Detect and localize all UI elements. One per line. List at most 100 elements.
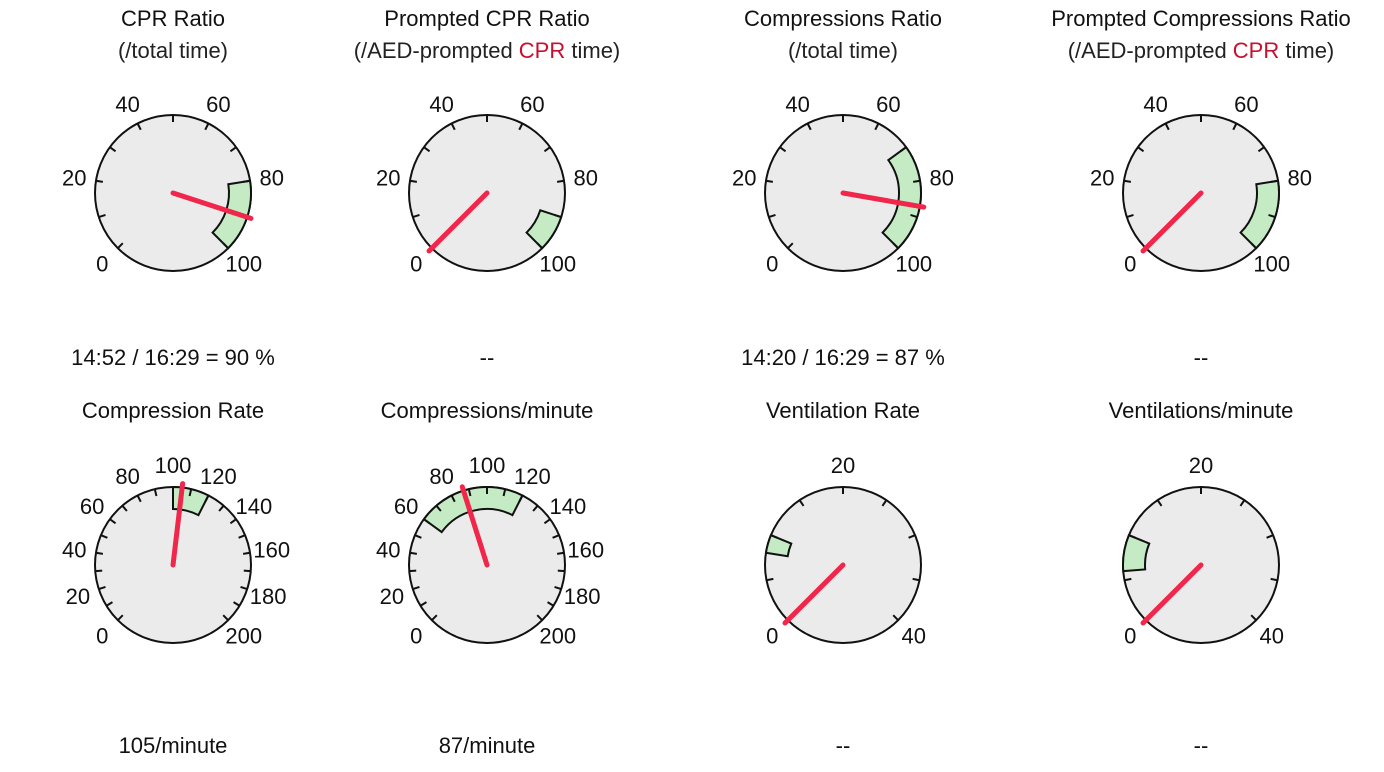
gauge-subtitle: (/total time)	[670, 36, 1016, 66]
tick-label: 100	[539, 252, 576, 277]
dial-tick	[912, 179, 921, 183]
tick-label: 40	[1259, 624, 1283, 649]
tick-label: 200	[225, 624, 262, 649]
gauge-subtitle: (/AED-prompted CPR time)	[1028, 36, 1374, 66]
tick-label: 100	[155, 453, 192, 478]
tick-label: 0	[1124, 624, 1136, 649]
gauge-panel-prompted-compressions-ratio: Prompted Compressions Ratio (/AED-prompt…	[1028, 0, 1374, 380]
dial-tick	[1268, 213, 1276, 219]
dial-tick	[536, 614, 543, 621]
gauge-title: Prompted Compressions Ratio	[1051, 6, 1351, 31]
dial-tick	[435, 505, 442, 512]
target-range-band	[764, 533, 793, 558]
gauge-dial: 0 20 40 60 80 100	[1090, 92, 1312, 277]
gauge-dial: 0 20 40 60 80 100	[62, 92, 284, 277]
tick-label: 100	[1253, 252, 1290, 277]
tick-label: 20	[732, 165, 756, 190]
dial-tick	[409, 179, 418, 183]
tick-label: 160	[567, 537, 604, 562]
gauge-title: Ventilation Rate	[765, 398, 921, 423]
dial-tick	[117, 242, 124, 249]
tick-label: 100	[469, 453, 506, 478]
tick-label: 100	[225, 252, 262, 277]
dial-tick	[557, 569, 565, 573]
dial-tick	[233, 601, 241, 607]
gauge-dial: 020 40 60 80 100 120 140 160 180 200	[62, 453, 290, 649]
tick-label: 80	[930, 165, 954, 190]
dial-tick	[554, 585, 562, 591]
dial-tick	[765, 179, 774, 183]
tick-label: 40	[429, 92, 453, 117]
dial-tick	[450, 123, 456, 131]
gauge-title: Compression Rate	[81, 398, 265, 423]
gauge-value-text: 87/minute	[438, 733, 536, 758]
dial-tick	[1257, 146, 1265, 153]
subtitle-part-accent: CPR	[518, 38, 566, 63]
tick-label: 40	[1143, 92, 1167, 117]
tick-label: 120	[200, 464, 237, 489]
dial-tick	[518, 123, 524, 131]
dial-tick	[136, 123, 142, 131]
tick-label: 0	[410, 252, 422, 277]
gauge-panel-ventilation-rate: Ventilation Rate 0 20 40 --	[670, 392, 1016, 772]
dial-tick	[532, 505, 539, 512]
gauge-dial: 0 20 40	[764, 453, 926, 649]
dial-tick	[409, 569, 417, 573]
dial-tick	[240, 585, 248, 591]
gauge-title: Ventilations/minute	[1108, 398, 1294, 423]
target-range-band	[525, 209, 563, 250]
dial-tick	[409, 551, 418, 555]
dial-tick	[414, 534, 422, 539]
dial-tick	[204, 495, 210, 503]
dial-tick	[121, 505, 128, 512]
gauge-subtitle: (/total time)	[0, 36, 346, 66]
dial-tick	[1250, 242, 1257, 249]
dial-tick	[502, 488, 507, 497]
tick-label: 80	[429, 464, 453, 489]
dial-tick	[218, 505, 225, 512]
gauge-value-text: --	[835, 733, 851, 758]
subtitle-part: (/AED-prompted	[1067, 38, 1233, 63]
dial-tick	[136, 495, 142, 503]
dial-tick	[1270, 577, 1278, 582]
subtitle-part: (/AED-prompted	[353, 38, 519, 63]
dial-tick	[419, 601, 427, 607]
dial-tick	[899, 146, 907, 153]
dial-tick	[100, 534, 108, 539]
dial-tick	[518, 495, 524, 503]
tick-label: 40	[376, 537, 400, 562]
gauge-value-text: --	[1193, 345, 1209, 370]
tick-label: 80	[574, 165, 598, 190]
gauge-dial: 0 20 40 60 80 100	[732, 92, 954, 277]
tick-label: 140	[236, 494, 273, 519]
dial-tick	[1266, 534, 1274, 539]
gauge-panel-compressions-per-minute: Compressions/minute 0 20 40 60 80 100 120 140 16…	[314, 392, 660, 772]
dial-tick	[229, 146, 237, 153]
dial-tick	[787, 242, 794, 249]
dial-tick	[892, 614, 899, 621]
dial-tick	[117, 614, 124, 621]
tick-label: 160	[253, 537, 290, 562]
gauge-panel-ventilations-per-minute: Ventilations/minute 0 20 40 --	[1028, 392, 1374, 772]
dial-tick	[1137, 146, 1145, 153]
dial-tick	[892, 242, 899, 249]
tick-label: 140	[550, 494, 587, 519]
dial-tick	[1164, 123, 1170, 131]
gauge-value-text: 14:52 / 16:29 = 90 %	[71, 345, 275, 370]
gauge-needle	[840, 190, 927, 210]
subtitle-part: (/total time)	[117, 38, 229, 63]
dial-tick	[1156, 499, 1163, 507]
gauge-dial: 0 20 40 60 80 100	[376, 92, 598, 277]
dial-tick	[1239, 499, 1246, 507]
tick-label: 40	[115, 92, 139, 117]
dial-tick	[556, 179, 565, 183]
dial-tick	[543, 518, 551, 525]
gauge-panel-cpr-ratio: CPR Ratio (/total time) 0 20 40 60 80 100 14:…	[0, 0, 346, 380]
gauge-panel-compression-rate: Compression Rate 0 20 40 60 80 100 120 140 160 18…	[0, 392, 346, 772]
tick-label: 60	[520, 92, 544, 117]
dial-tick	[95, 551, 104, 555]
dial-tick	[242, 179, 251, 183]
gauge-needle	[170, 481, 186, 568]
dial-tick	[1128, 534, 1136, 539]
tick-label: 20	[831, 453, 855, 478]
